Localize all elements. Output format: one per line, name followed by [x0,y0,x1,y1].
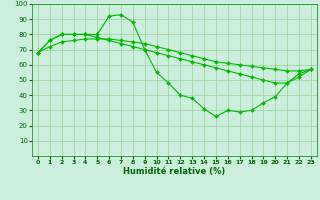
X-axis label: Humidité relative (%): Humidité relative (%) [123,167,226,176]
